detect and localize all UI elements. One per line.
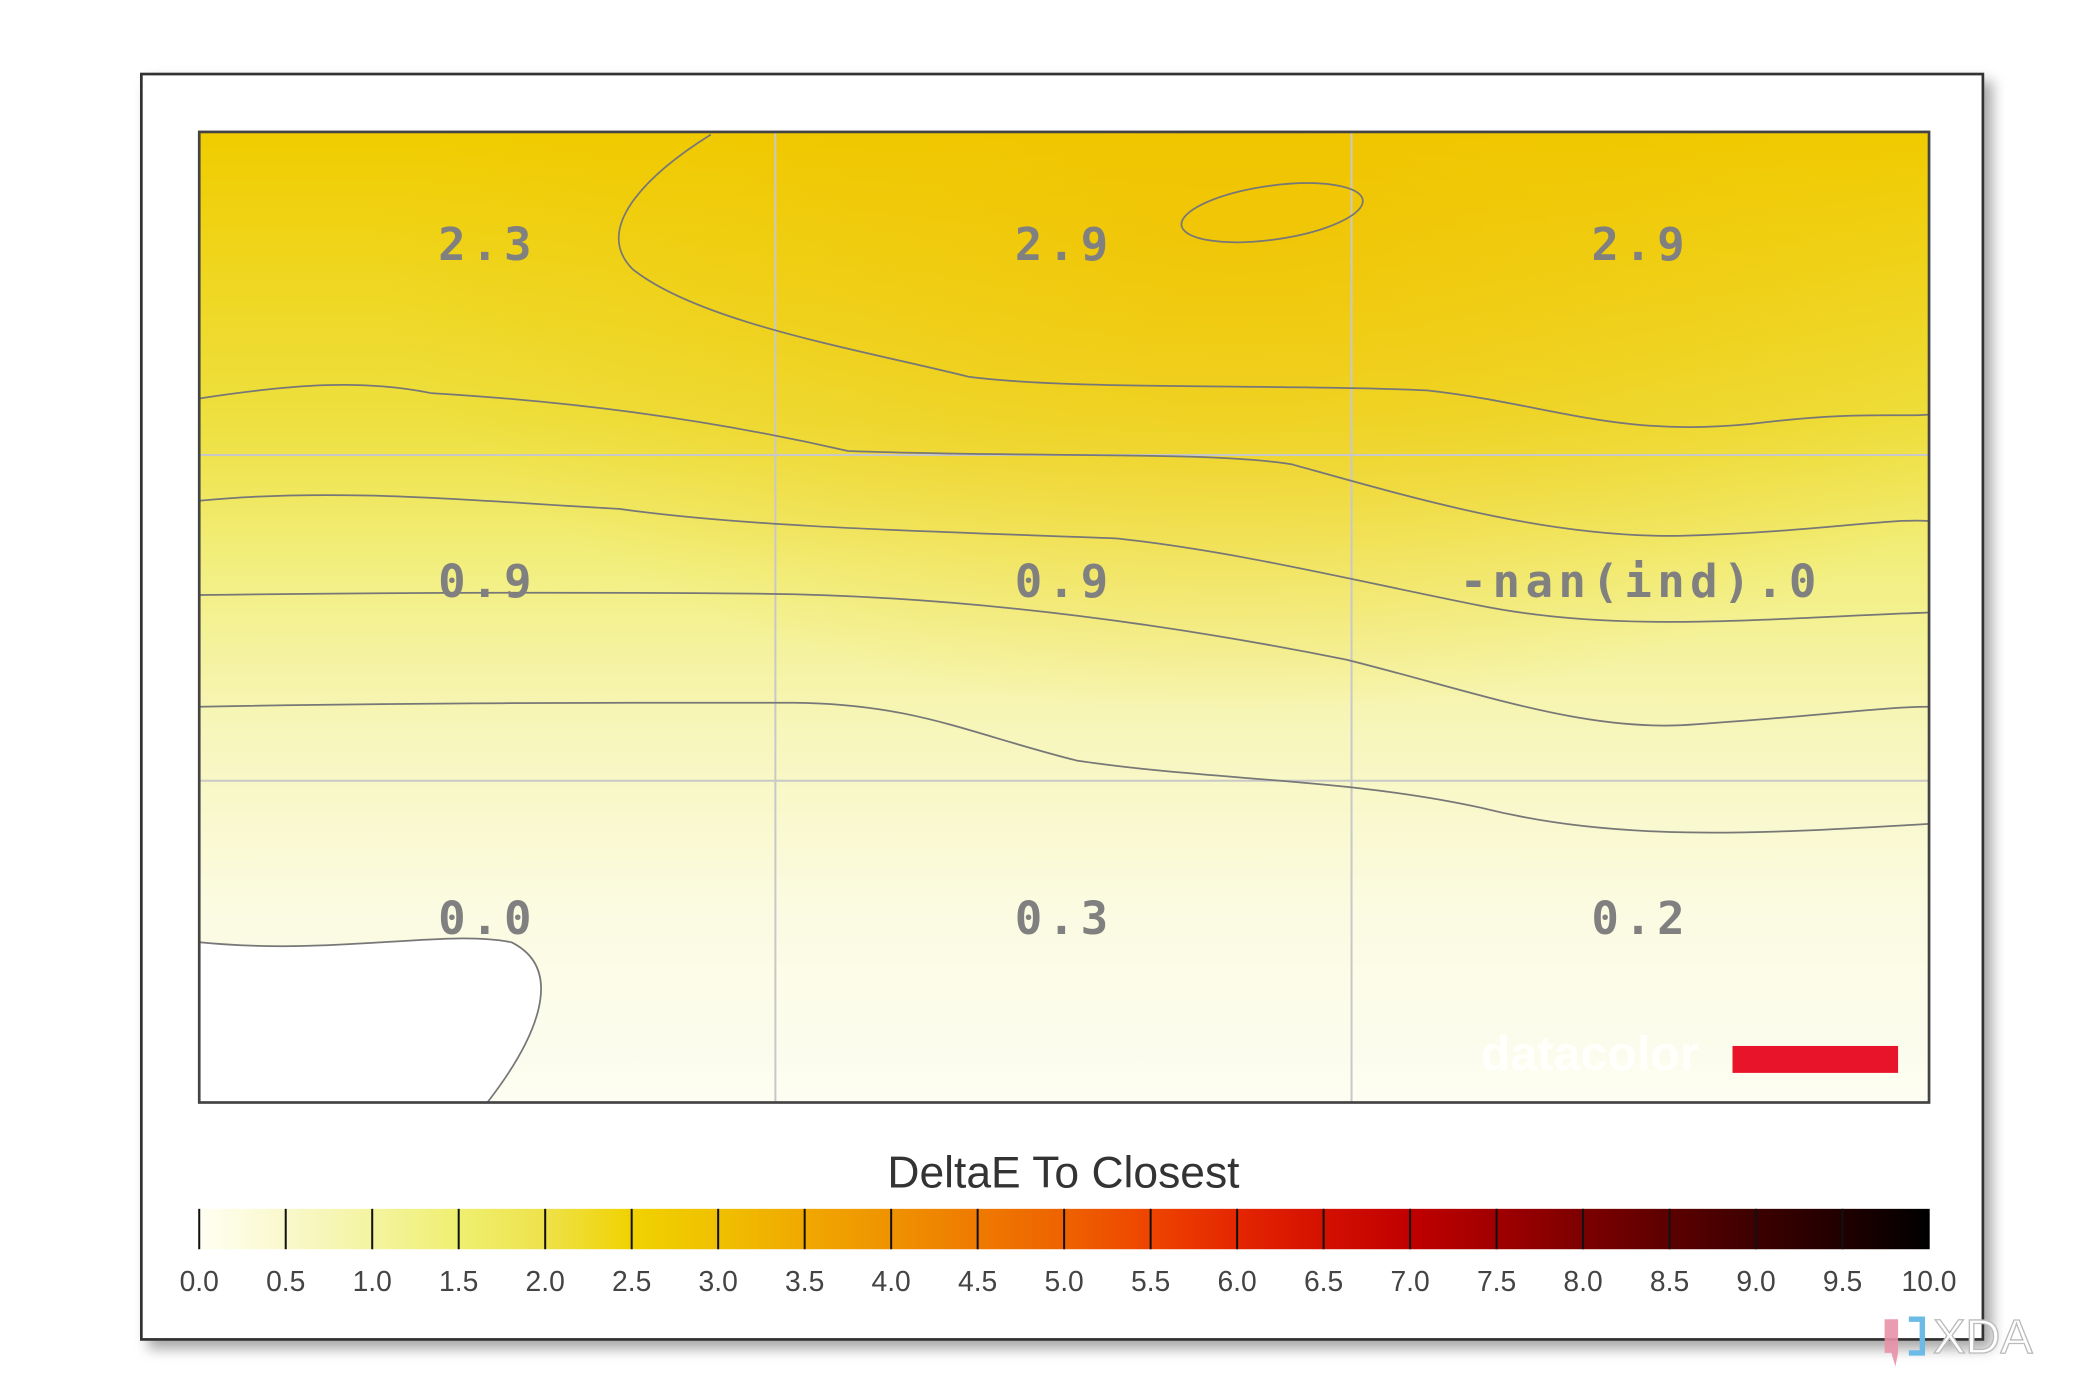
colorbar-segments xyxy=(199,1208,1930,1250)
plot-border xyxy=(197,130,1931,1104)
colorbar-tick-label: 0.5 xyxy=(266,1265,305,1297)
contour-line xyxy=(199,384,1930,537)
colorbar-tick-label: 3.5 xyxy=(785,1265,824,1297)
colorbar-segment xyxy=(804,1208,892,1250)
colorbar-tick-label: 3.0 xyxy=(699,1265,738,1297)
datacolor-red-bar xyxy=(1732,1045,1899,1073)
contour-line xyxy=(618,133,1930,429)
colorbar-segment xyxy=(977,1208,1065,1250)
colorbar-segment xyxy=(891,1208,979,1250)
colorbar-ticks: 0.0 0.5 1.0 1.5 2.0 2.5 3.0 3.5 4.0 4.5 5.0 5.5 6.0 6… xyxy=(180,1208,1957,1297)
contour-line xyxy=(199,937,542,1104)
colorbar-tick-label: 8.5 xyxy=(1650,1265,1689,1297)
colorbar-tick-label: 7.0 xyxy=(1390,1265,1429,1297)
colorbar-tick-label: 9.5 xyxy=(1823,1265,1862,1297)
colorbar-tick-label: 0.0 xyxy=(180,1265,219,1297)
colorbar-segment xyxy=(458,1208,546,1250)
colorbar-segment xyxy=(1410,1208,1498,1250)
contour-lines xyxy=(199,133,1930,1104)
colorbar-segment xyxy=(199,1208,287,1250)
xda-text: XDA xyxy=(1933,1310,2033,1364)
contour-line xyxy=(199,701,1930,834)
colorbar-segment xyxy=(1237,1208,1325,1250)
cell-value-label: 0.0 xyxy=(438,892,537,945)
cell-value-label: 0.2 xyxy=(1591,892,1690,945)
colorbar-segment xyxy=(631,1208,719,1250)
cell-value-label: 0.9 xyxy=(438,555,537,608)
cell-value-label: 0.3 xyxy=(1015,892,1114,945)
colorbar-segment xyxy=(1756,1208,1844,1250)
cell-value-label: 2.9 xyxy=(1015,218,1114,271)
colorbar-segment xyxy=(372,1208,460,1250)
colorbar-tick-label: 1.5 xyxy=(439,1265,478,1297)
datacolor-logo: datacolor xyxy=(1481,1027,1899,1081)
cell-value-label: -nan(ind).0 xyxy=(1460,555,1822,608)
colorbar-tick-label: 5.5 xyxy=(1131,1265,1170,1297)
cell-labels: 2.3 2.9 2.9 0.9 0.9 -nan(ind).0 0.0 0.3 0.2 xyxy=(438,218,1822,945)
colorbar-segment xyxy=(1583,1208,1671,1250)
cell-value-label: 2.9 xyxy=(1591,218,1690,271)
colorbar-tick-label: 4.5 xyxy=(958,1265,997,1297)
colorbar-tick-label: 2.5 xyxy=(612,1265,651,1297)
colorbar-segment xyxy=(285,1208,373,1250)
colorbar-tick-label: 10.0 xyxy=(1902,1265,1957,1297)
heatmap-plot: 2.3 2.9 2.9 0.9 0.9 -nan(ind).0 0.0 0.3 0.2 data… xyxy=(197,130,1931,1104)
xda-watermark: XDA xyxy=(1884,1309,2034,1367)
datacolor-text: datacolor xyxy=(1481,1027,1699,1081)
colorbar-segment xyxy=(545,1208,633,1250)
colorbar-title: DeltaE To Closest xyxy=(887,1148,1240,1197)
white-region xyxy=(199,938,542,1103)
colorbar-tick-label: 9.0 xyxy=(1736,1265,1775,1297)
colorbar-segment xyxy=(718,1208,806,1250)
colorbar-segment xyxy=(1496,1208,1584,1250)
colorbar-tick-label: 2.0 xyxy=(526,1265,565,1297)
colorbar-segment xyxy=(1323,1208,1411,1250)
cell-value-label: 2.3 xyxy=(438,218,537,271)
cell-value-label: 0.9 xyxy=(1015,555,1114,608)
contour-line xyxy=(1180,182,1364,244)
colorbar-tick-label: 7.5 xyxy=(1477,1265,1516,1297)
colorbar-tick-label: 6.5 xyxy=(1304,1265,1343,1297)
xda-bracket-right xyxy=(1908,1316,1926,1356)
colorbar-tick-label: 8.0 xyxy=(1563,1265,1602,1297)
colorbar-tick-label: 4.0 xyxy=(872,1265,911,1297)
contour-line xyxy=(199,591,1930,727)
xda-bracket-left xyxy=(1884,1319,1899,1367)
colorbar-segment xyxy=(1150,1208,1238,1250)
contour-line xyxy=(199,494,1930,623)
colorbar: DeltaE To Closest 0.0 0.5 1.0 1.5 2.0 2.5 3.0 3… xyxy=(180,1148,1957,1297)
colorbar-tick-label: 6.0 xyxy=(1217,1265,1256,1297)
colorbar-tick-label: 1.0 xyxy=(353,1265,392,1297)
colorbar-segment xyxy=(1064,1208,1152,1250)
colorbar-tick-label: 5.0 xyxy=(1044,1265,1083,1297)
colorbar-segment xyxy=(1669,1208,1757,1250)
colorbar-segment xyxy=(1842,1208,1930,1250)
